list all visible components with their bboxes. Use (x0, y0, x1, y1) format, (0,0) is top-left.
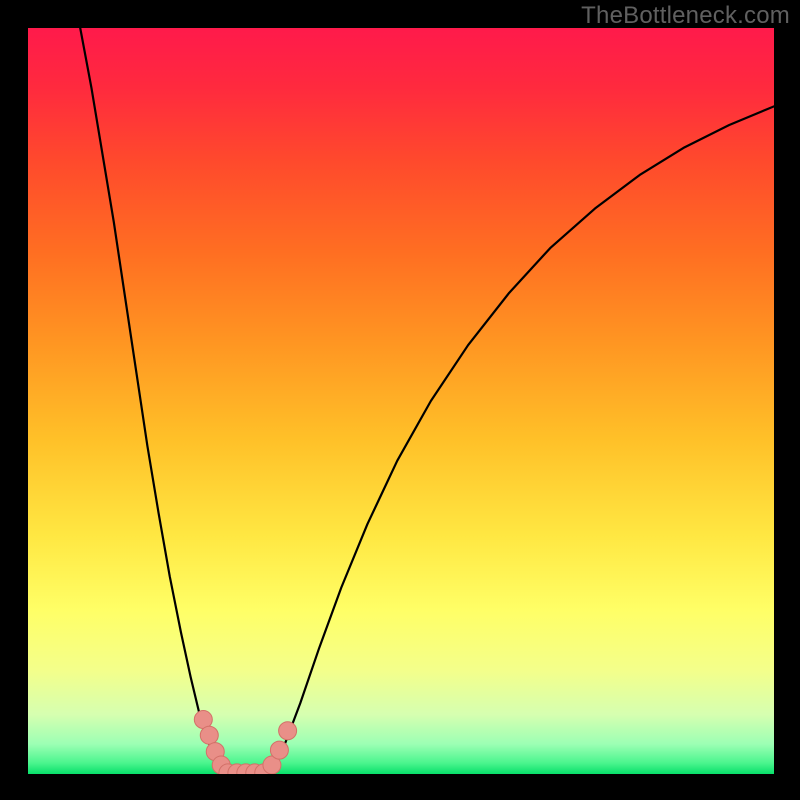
data-marker (279, 722, 297, 740)
watermark-text: TheBottleneck.com (581, 2, 790, 30)
plot-area (28, 28, 774, 774)
data-marker (200, 726, 218, 744)
data-marker (270, 741, 288, 759)
plot-svg (28, 28, 774, 774)
